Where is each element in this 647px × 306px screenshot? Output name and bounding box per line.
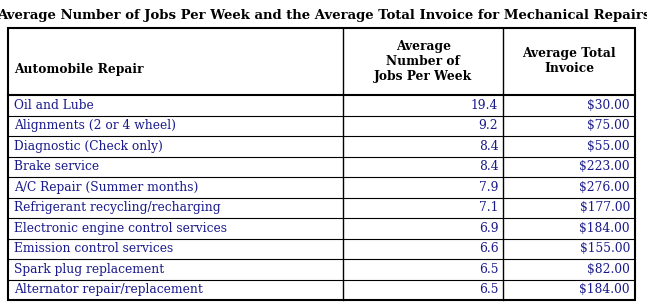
Text: Average
Number of
Jobs Per Week: Average Number of Jobs Per Week	[375, 40, 472, 83]
Text: Diagnostic (Check only): Diagnostic (Check only)	[14, 140, 163, 153]
Text: $223.00: $223.00	[579, 160, 630, 173]
Text: Emission control services: Emission control services	[14, 242, 173, 255]
Text: Automobile Repair: Automobile Repair	[14, 63, 144, 76]
Text: Average Total
Invoice: Average Total Invoice	[522, 47, 616, 76]
Text: Alternator repair/replacement: Alternator repair/replacement	[14, 283, 203, 296]
Text: $55.00: $55.00	[587, 140, 630, 153]
Text: 8.4: 8.4	[479, 160, 498, 173]
Text: 19.4: 19.4	[471, 99, 498, 112]
Text: 7.1: 7.1	[479, 201, 498, 214]
Text: $155.00: $155.00	[580, 242, 630, 255]
Text: Spark plug replacement: Spark plug replacement	[14, 263, 164, 276]
Text: 6.5: 6.5	[479, 283, 498, 296]
Text: Electronic engine control services: Electronic engine control services	[14, 222, 227, 235]
Text: Oil and Lube: Oil and Lube	[14, 99, 94, 112]
Text: 8.4: 8.4	[479, 140, 498, 153]
Text: $177.00: $177.00	[580, 201, 630, 214]
Text: $30.00: $30.00	[587, 99, 630, 112]
Text: A/C Repair (Summer months): A/C Repair (Summer months)	[14, 181, 199, 194]
Text: Alignments (2 or 4 wheel): Alignments (2 or 4 wheel)	[14, 119, 176, 132]
Text: $82.00: $82.00	[587, 263, 630, 276]
Text: 7.9: 7.9	[479, 181, 498, 194]
Text: Average Number of Jobs Per Week and the Average Total Invoice for Mechanical Rep: Average Number of Jobs Per Week and the …	[0, 9, 647, 23]
Text: $276.00: $276.00	[579, 181, 630, 194]
Text: 6.6: 6.6	[479, 242, 498, 255]
Text: $184.00: $184.00	[579, 283, 630, 296]
Text: 6.5: 6.5	[479, 263, 498, 276]
Text: 9.2: 9.2	[479, 119, 498, 132]
Bar	[8, 28, 635, 300]
Text: $75.00: $75.00	[587, 119, 630, 132]
Text: Brake service: Brake service	[14, 160, 99, 173]
Text: $184.00: $184.00	[579, 222, 630, 235]
Text: Refrigerant recycling/recharging: Refrigerant recycling/recharging	[14, 201, 221, 214]
Text: 6.9: 6.9	[479, 222, 498, 235]
